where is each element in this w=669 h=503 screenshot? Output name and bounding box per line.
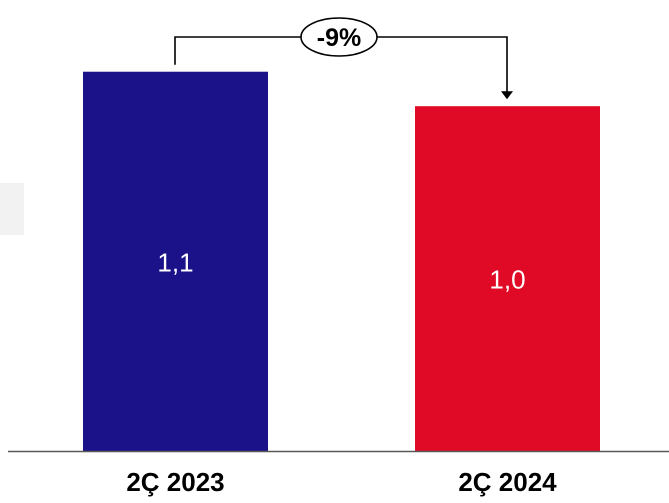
change-badge-label: -9%	[317, 24, 361, 52]
change-arrowhead	[501, 91, 513, 100]
side-panel-tab	[0, 183, 24, 235]
change-annotation: -9%	[174, 17, 513, 100]
bar-value-label-1: 1,1	[157, 247, 193, 277]
bar-2	[415, 106, 600, 451]
bars-layer	[83, 71, 600, 451]
change-badge	[300, 17, 378, 57]
labels-layer: 1,1 2Ç 2023 1,0 2Ç 2024	[126, 247, 557, 497]
bar-value-label-2: 1,0	[489, 265, 525, 295]
category-label-2: 2Ç 2024	[458, 467, 557, 497]
category-label-1: 2Ç 2023	[126, 467, 224, 497]
bar-1	[83, 71, 268, 451]
